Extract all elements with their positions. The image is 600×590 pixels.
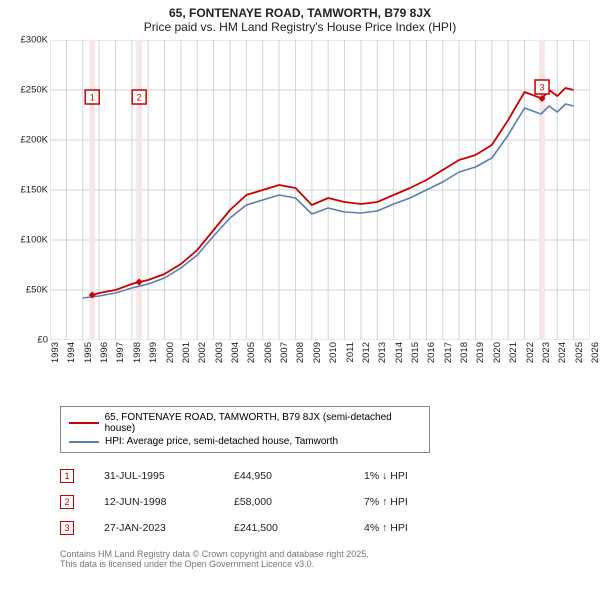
x-tick-label: 1998	[132, 342, 143, 363]
y-tick-label: £300K	[21, 35, 48, 46]
event-price: £58,000	[234, 496, 334, 508]
event-date: 31-JUL-1995	[104, 470, 204, 482]
events-table: 1 31-JUL-1995 £44,950 1% ↓ HPI 2 12-JUN-1998 £…	[60, 463, 566, 541]
legend-swatch	[69, 441, 99, 443]
x-tick-label: 2025	[574, 342, 585, 363]
footer-note: Contains HM Land Registry data © Crown c…	[60, 549, 566, 569]
x-axis-ticks: 1993 1994 1995 1996 1997 1998 1999 2000 2001 2002…	[50, 342, 590, 370]
event-delta: 7% ↑ HPI	[364, 496, 464, 508]
x-tick-label: 2026	[590, 342, 600, 363]
svg-text:1: 1	[90, 93, 95, 103]
y-tick-label: £50K	[26, 285, 48, 296]
y-tick-label: £250K	[21, 85, 48, 96]
x-tick-label: 2000	[165, 342, 176, 363]
x-tick-label: 2009	[312, 342, 323, 363]
x-tick-label: 2004	[230, 342, 241, 363]
x-tick-label: 2008	[295, 342, 306, 363]
x-tick-label: 2013	[377, 342, 388, 363]
y-tick-label: £100K	[21, 235, 48, 246]
event-row: 3 27-JAN-2023 £241,500 4% ↑ HPI	[60, 515, 566, 541]
y-tick-label: £0	[37, 335, 48, 346]
x-tick-label: 1993	[50, 342, 61, 363]
x-tick-label: 2022	[525, 342, 536, 363]
chart-container: £0£50K£100K£150K£200K£250K£300K 1 2 3 1993…	[30, 40, 590, 370]
chart-svg: 1 2 3	[50, 40, 590, 340]
event-price: £44,950	[234, 470, 334, 482]
legend-row: 65, FONTENAYE ROAD, TAMWORTH, B79 8JX (s…	[69, 411, 421, 435]
title-line1: 65, FONTENAYE ROAD, TAMWORTH, B79 8JX	[0, 6, 600, 20]
x-tick-label: 2015	[410, 342, 421, 363]
x-tick-label: 2020	[492, 342, 503, 363]
legend-label: 65, FONTENAYE ROAD, TAMWORTH, B79 8JX (s…	[105, 412, 421, 434]
x-tick-label: 2019	[475, 342, 486, 363]
legend-box: 65, FONTENAYE ROAD, TAMWORTH, B79 8JX (s…	[60, 406, 430, 453]
x-tick-label: 1996	[99, 342, 110, 363]
y-axis-ticks: £0£50K£100K£150K£200K£250K£300K	[30, 40, 48, 340]
x-tick-label: 2014	[394, 342, 405, 363]
title-block: 65, FONTENAYE ROAD, TAMWORTH, B79 8JX Pr…	[0, 0, 600, 36]
event-delta: 4% ↑ HPI	[364, 522, 464, 534]
y-tick-label: £150K	[21, 185, 48, 196]
svg-text:3: 3	[540, 83, 545, 93]
x-tick-label: 2005	[246, 342, 257, 363]
event-row: 1 31-JUL-1995 £44,950 1% ↓ HPI	[60, 463, 566, 489]
x-tick-label: 2024	[557, 342, 568, 363]
x-tick-label: 1995	[83, 342, 94, 363]
event-row: 2 12-JUN-1998 £58,000 7% ↑ HPI	[60, 489, 566, 515]
event-marker: 1	[60, 469, 74, 483]
x-tick-label: 2003	[214, 342, 225, 363]
event-delta: 1% ↓ HPI	[364, 470, 464, 482]
event-marker: 3	[60, 521, 74, 535]
x-tick-label: 2016	[426, 342, 437, 363]
x-tick-label: 2011	[345, 342, 356, 362]
event-date: 12-JUN-1998	[104, 496, 204, 508]
x-tick-label: 2021	[508, 342, 519, 363]
x-tick-label: 2001	[181, 342, 192, 363]
event-date: 27-JAN-2023	[104, 522, 204, 534]
x-tick-label: 2006	[263, 342, 274, 363]
title-line2: Price paid vs. HM Land Registry's House …	[0, 20, 600, 34]
footer-line2: This data is licensed under the Open Gov…	[60, 559, 566, 569]
event-price: £241,500	[234, 522, 334, 534]
legend-row: HPI: Average price, semi-detached house,…	[69, 435, 421, 448]
x-tick-label: 1997	[115, 342, 126, 363]
x-tick-label: 2018	[459, 342, 470, 363]
x-tick-label: 2002	[197, 342, 208, 363]
x-tick-label: 2007	[279, 342, 290, 363]
event-marker: 2	[60, 495, 74, 509]
legend-swatch	[69, 422, 99, 424]
footer-line1: Contains HM Land Registry data © Crown c…	[60, 549, 566, 559]
x-tick-label: 2023	[541, 342, 552, 363]
x-tick-label: 2012	[361, 342, 372, 363]
plot-area: 1 2 3	[50, 40, 590, 340]
svg-text:2: 2	[137, 93, 142, 103]
x-tick-label: 1999	[148, 342, 159, 363]
x-tick-label: 1994	[66, 342, 77, 363]
x-tick-label: 2010	[328, 342, 339, 363]
x-tick-label: 2017	[443, 342, 454, 363]
y-tick-label: £200K	[21, 135, 48, 146]
legend-label: HPI: Average price, semi-detached house,…	[105, 436, 338, 447]
